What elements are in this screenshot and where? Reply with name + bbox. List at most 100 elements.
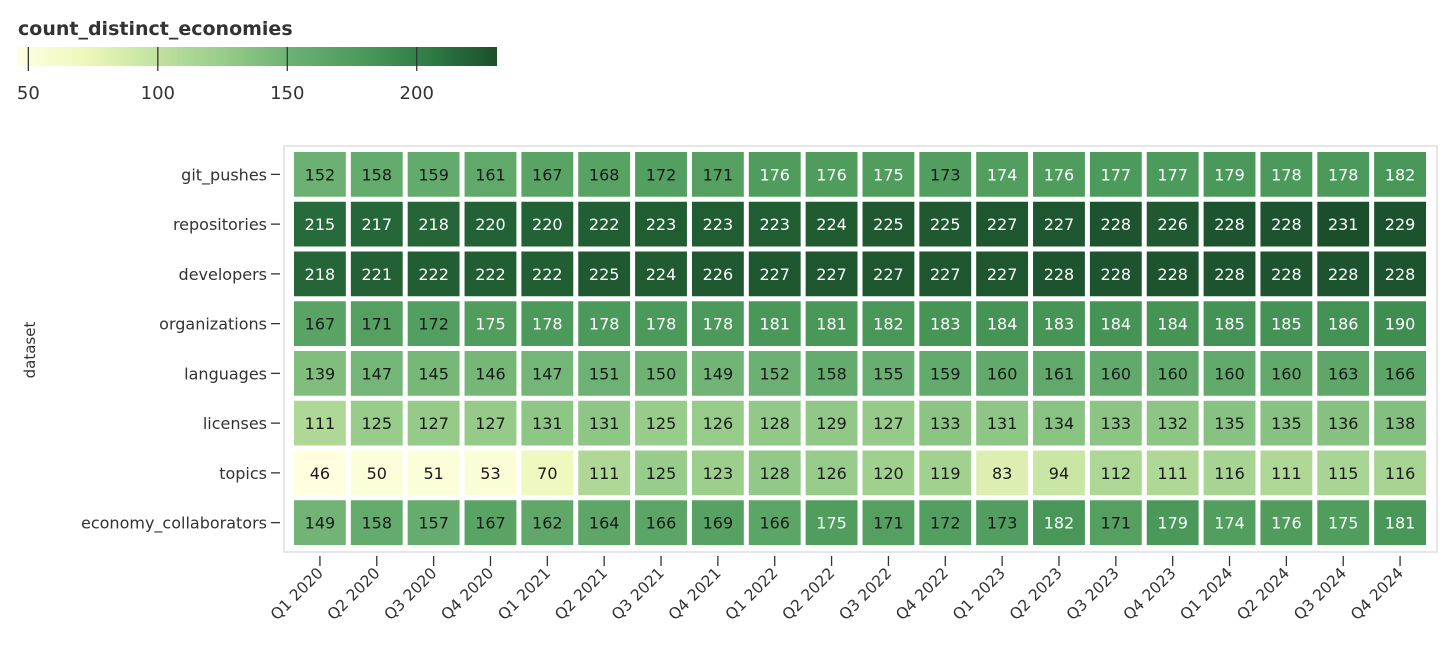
cell-value-label: 228 (1157, 265, 1188, 284)
heatmap-cell (1317, 251, 1370, 297)
heatmap-cell (976, 500, 1029, 545)
cell-value-label: 179 (1214, 165, 1245, 184)
cell-value-label: 179 (1157, 514, 1188, 533)
heatmap-cell (976, 450, 1029, 496)
heatmap-cell (464, 201, 517, 247)
heatmap-cell (919, 351, 972, 396)
heatmap-cell (1033, 152, 1085, 197)
heatmap-cell (635, 201, 687, 247)
legend-tick-label: 150 (270, 83, 304, 104)
plot-frame (283, 145, 1438, 553)
heatmap-cell (748, 500, 801, 545)
heatmap-cell (294, 152, 346, 197)
heatmap-cell (805, 152, 858, 197)
heatmap-cell (1260, 351, 1313, 396)
cell-value-label: 173 (987, 514, 1018, 533)
heatmap-cell (805, 351, 858, 396)
y-tick-label: licenses (203, 414, 267, 433)
heatmap-cell (1089, 351, 1142, 396)
heatmap-cell (1089, 251, 1142, 297)
cell-value-label: 149 (305, 514, 336, 533)
heatmap-cell (691, 450, 744, 496)
cell-value-label: 159 (418, 165, 449, 184)
cell-value-label: 184 (1101, 315, 1132, 334)
cell-value-label: 51 (423, 464, 443, 483)
cell-value-label: 160 (1101, 364, 1132, 383)
cell-value-label: 223 (646, 215, 677, 234)
heatmap-cell (521, 450, 574, 496)
x-tick-label: Q3 2022 (836, 564, 896, 624)
y-tick-label: developers (179, 265, 267, 284)
heatmap-cell (862, 400, 915, 446)
heatmap-cell (350, 251, 403, 297)
heatmap-cell (1146, 351, 1199, 396)
cell-value-label: 175 (873, 165, 904, 184)
cell-value-label: 116 (1214, 464, 1245, 483)
cell-value-label: 220 (532, 215, 563, 234)
cell-value-label: 161 (1044, 364, 1075, 383)
heatmap-cell (407, 201, 460, 247)
cell-value-label: 222 (532, 265, 563, 284)
y-tick-label: topics (219, 464, 267, 483)
heatmap-cell (1033, 201, 1085, 247)
cell-value-label: 152 (305, 165, 336, 184)
heatmap-cell (1260, 400, 1313, 446)
cell-value-label: 175 (475, 315, 506, 334)
legend-tick-label: 50 (17, 83, 40, 104)
heatmap-cell (1203, 400, 1256, 446)
y-tick-label: organizations (159, 315, 267, 334)
cell-value-label: 135 (1271, 414, 1302, 433)
heatmap-cell (407, 351, 460, 396)
cell-value-label: 173 (930, 165, 961, 184)
x-tick-label: Q2 2020 (324, 564, 384, 624)
y-tick-label: repositories (173, 215, 267, 234)
cell-value-label: 226 (703, 265, 734, 284)
heatmap-cell (748, 301, 801, 346)
heatmap-cell (862, 152, 915, 197)
heatmap-cell (862, 251, 915, 297)
heatmap-cell (350, 400, 403, 446)
heatmap-cell (521, 152, 574, 197)
heatmap-cell (464, 450, 517, 496)
cell-value-label: 167 (475, 514, 506, 533)
x-tick-label: Q3 2021 (608, 564, 668, 624)
cell-value-label: 151 (589, 364, 620, 383)
heatmap-cell (464, 351, 517, 396)
x-tick-label: Q1 2023 (949, 564, 1009, 624)
cell-value-label: 186 (1328, 315, 1359, 334)
cell-value-label: 171 (703, 165, 734, 184)
heatmap-cell (635, 450, 687, 496)
heatmap-cell (919, 500, 972, 545)
heatmap-cell (919, 201, 972, 247)
cell-value-label: 111 (305, 414, 336, 433)
heatmap-cell (635, 301, 687, 346)
heatmap-cell (578, 351, 631, 396)
heatmap-cell (1260, 201, 1313, 247)
cell-value-label: 115 (1328, 464, 1359, 483)
heatmap-cell (1203, 251, 1256, 297)
cell-value-label: 126 (703, 414, 734, 433)
heatmap-cell (521, 301, 574, 346)
cell-value-label: 178 (532, 315, 563, 334)
heatmap-cell (748, 351, 801, 396)
cell-value-label: 166 (1385, 364, 1416, 383)
heatmap-cell (805, 201, 858, 247)
y-tick-label: economy_collaborators (81, 514, 267, 534)
cell-value-label: 161 (475, 165, 506, 184)
cell-value-label: 147 (532, 364, 563, 383)
heatmap-cell (294, 201, 346, 247)
cell-value-label: 158 (816, 364, 847, 383)
heatmap-cell (464, 251, 517, 297)
cell-value-label: 172 (418, 315, 449, 334)
heatmap-cell (805, 301, 858, 346)
heatmap-cell (1089, 152, 1142, 197)
cell-value-label: 171 (362, 315, 393, 334)
heatmap-cell (350, 152, 403, 197)
cell-value-label: 155 (873, 364, 904, 383)
heatmap-cell (521, 351, 574, 396)
heatmap-cell (1146, 500, 1199, 545)
heatmap-cell (1089, 301, 1142, 346)
heatmap-cell (976, 351, 1029, 396)
heatmap-cell (1317, 500, 1370, 545)
cell-value-label: 225 (930, 215, 961, 234)
